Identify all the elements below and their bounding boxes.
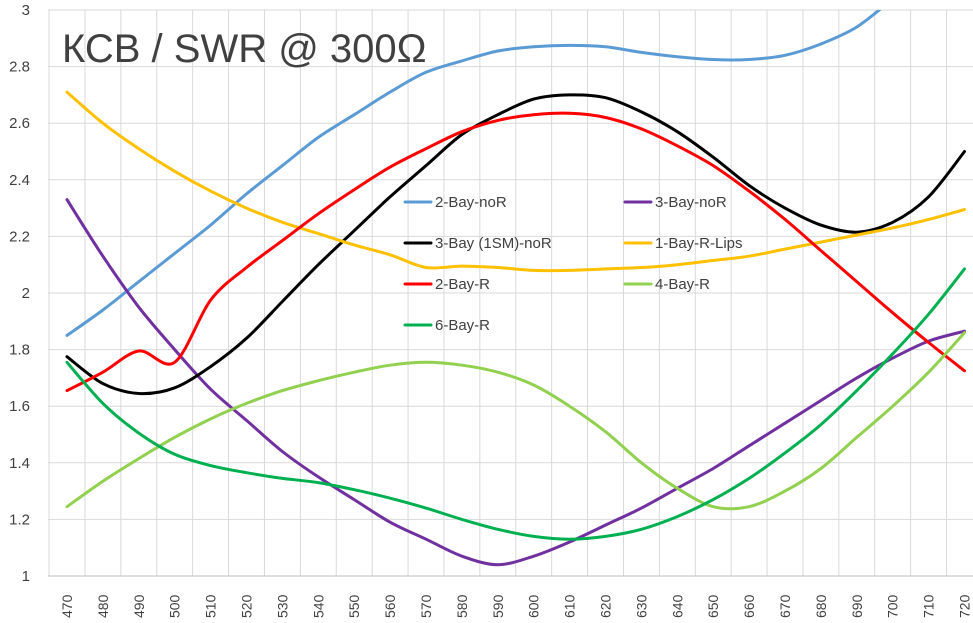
chart-title: КСВ / SWR @ 300Ω xyxy=(62,27,427,71)
x-tick-label: 640 xyxy=(669,594,685,618)
x-tick-label: 620 xyxy=(598,594,614,618)
legend-label-6-bay-r: 6-Bay-R xyxy=(435,317,490,334)
y-tick-label: 2 xyxy=(22,285,30,302)
x-tick-label: 470 xyxy=(59,594,75,618)
legend-label-2-bay-r: 2-Bay-R xyxy=(435,276,490,293)
series-line-3-bay-nor xyxy=(65,198,966,567)
legend-label-3-bay-nor: 3-Bay-noR xyxy=(655,194,727,211)
y-tick-label: 3 xyxy=(22,2,30,19)
x-tick-label: 530 xyxy=(274,594,290,618)
x-tick-label: 650 xyxy=(705,594,721,618)
y-tick-label: 1 xyxy=(22,568,30,585)
x-tick-label: 560 xyxy=(382,594,398,618)
legend-label-3-bay-1sm-nor: 3-Bay (1SM)-noR xyxy=(435,235,552,252)
legend-label-2-bay-nor: 2-Bay-noR xyxy=(435,194,507,211)
legend-label-1-bay-r-lips: 1-Bay-R-Lips xyxy=(655,235,743,252)
data-series xyxy=(65,10,966,567)
grid-lines xyxy=(48,9,973,576)
x-tick-label: 590 xyxy=(490,594,506,618)
series-line-2-bay-r xyxy=(65,111,966,393)
x-tick-label: 600 xyxy=(526,594,542,618)
y-tick-label: 1.4 xyxy=(9,455,30,472)
x-tick-label: 690 xyxy=(849,594,865,618)
x-tick-label: 720 xyxy=(957,594,973,618)
x-tick-label: 550 xyxy=(346,594,362,618)
y-tick-label: 1.6 xyxy=(9,398,30,415)
legend: 2-Bay-noR 3-Bay-noR 3-Bay (1SM)-noR 1-Bay-R… xyxy=(403,194,743,334)
y-tick-label: 1.8 xyxy=(9,342,30,359)
x-tick-label: 610 xyxy=(562,594,578,618)
x-tick-label: 580 xyxy=(454,594,470,618)
y-tick-label: 2.6 xyxy=(9,115,30,132)
x-tick-label: 490 xyxy=(131,594,147,618)
x-tick-label: 510 xyxy=(203,594,219,618)
x-tick-label: 500 xyxy=(167,594,183,618)
x-tick-label: 630 xyxy=(633,594,649,618)
x-tick-label: 670 xyxy=(777,594,793,618)
x-tick-label: 700 xyxy=(885,594,901,618)
y-tick-label: 2.8 xyxy=(9,59,30,76)
y-tick-label: 2.4 xyxy=(9,172,30,189)
axes: 1 1.2 1.4 1.6 1.8 2 2.2 2.4 2.6 2.8 3 470 480 490 500 5… xyxy=(9,2,973,618)
x-tick-label: 660 xyxy=(741,594,757,618)
y-tick-label: 2.2 xyxy=(9,228,30,245)
series-line-6-bay-r xyxy=(65,267,966,541)
x-tick-label: 680 xyxy=(813,594,829,618)
legend-label-4-bay-r: 4-Bay-R xyxy=(655,276,710,293)
series-line-4-bay-r xyxy=(65,331,966,511)
x-tick-label: 540 xyxy=(310,594,326,618)
x-tick-label: 520 xyxy=(239,594,255,618)
series-line-3-bay-1sm-nor xyxy=(65,93,966,396)
x-tick-label: 570 xyxy=(418,594,434,618)
series-line-2-bay-nor xyxy=(65,10,882,337)
series-line-1-bay-r-lips xyxy=(65,90,966,273)
y-tick-label: 1.2 xyxy=(9,511,30,528)
x-tick-label: 480 xyxy=(95,594,111,618)
x-tick-label: 710 xyxy=(921,594,937,618)
